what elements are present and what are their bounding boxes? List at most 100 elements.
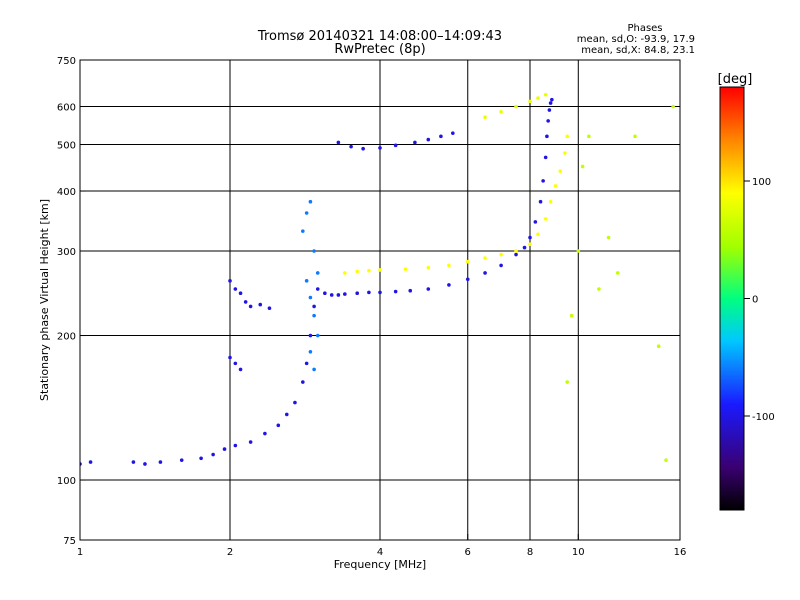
data-point [312, 313, 316, 318]
data-point [349, 144, 353, 149]
data-point [499, 252, 503, 257]
data-point [343, 292, 347, 296]
data-point [528, 242, 532, 246]
x-tick-label: 6 [465, 547, 471, 558]
data-point [238, 291, 243, 296]
y-axis-label: Stationary phase Virtual Height [km] [38, 199, 51, 401]
chart-title: Tromsø 20140321 14:08:00–14:09:43 [257, 29, 502, 44]
data-point [499, 263, 503, 268]
data-point [312, 249, 316, 253]
data-point [199, 456, 203, 461]
data-point [671, 104, 675, 109]
data-point [548, 101, 553, 105]
phases-header: Phases [627, 23, 662, 34]
data-point [304, 211, 309, 215]
data-point [547, 108, 552, 112]
data-point [541, 179, 545, 183]
colorbar-tick-label: -100 [752, 412, 775, 423]
data-point [528, 235, 532, 240]
data-point [576, 249, 581, 253]
data-point [543, 92, 548, 97]
y-tick-label: 500 [57, 141, 76, 152]
data-point [304, 361, 309, 366]
data-point [483, 115, 487, 120]
data-point [367, 290, 371, 295]
data-point [304, 279, 309, 283]
data-point [378, 146, 382, 150]
y-tick-label: 400 [57, 187, 76, 198]
data-point [536, 232, 540, 237]
data-point [308, 295, 313, 300]
data-point [483, 256, 487, 260]
data-point [233, 443, 238, 448]
data-point [499, 109, 503, 114]
data-point [546, 119, 550, 123]
data-point [426, 265, 431, 270]
data-point [536, 96, 540, 100]
data-point [315, 333, 320, 338]
data-point [88, 460, 93, 464]
data-point [413, 140, 417, 145]
colorbar [719, 86, 745, 511]
data-point [587, 134, 591, 139]
data-point [465, 259, 470, 264]
x-axis-label: Frequency [MHz] [334, 558, 426, 571]
x-tick-label: 10 [572, 547, 585, 558]
data-point [522, 245, 527, 250]
data-point [267, 306, 272, 311]
y-tick-label: 600 [57, 103, 76, 114]
x-tick-label: 2 [227, 547, 233, 558]
phase-stat-x: mean, sd,X: 84.8, 23.1 [581, 45, 695, 56]
data-point [315, 271, 320, 275]
data-point [656, 344, 661, 349]
data-point [131, 460, 136, 464]
data-point [284, 412, 289, 417]
data-point [228, 279, 232, 283]
data-point [243, 300, 248, 304]
data-point [553, 184, 558, 188]
data-point [447, 263, 451, 268]
data-points [80, 92, 675, 466]
data-point [633, 134, 637, 139]
data-point [543, 217, 548, 221]
data-point [378, 290, 382, 295]
data-point [211, 452, 215, 457]
data-point [301, 229, 305, 233]
data-point [393, 143, 398, 148]
data-point [569, 313, 574, 318]
data-point [451, 131, 455, 135]
data-point [276, 423, 281, 428]
chart-subtitle: RwPretec (8p) [334, 42, 425, 57]
data-point [514, 249, 518, 253]
y-tick-label: 300 [57, 247, 76, 258]
colorbar-tick-label: 0 [752, 295, 758, 306]
x-tick-label: 1 [77, 547, 83, 558]
x-tick-label: 8 [527, 547, 533, 558]
data-point [228, 355, 232, 360]
data-point [158, 460, 163, 464]
y-tick-label: 100 [57, 476, 76, 487]
data-point [563, 151, 567, 155]
data-point [222, 447, 227, 451]
grid-lines [80, 60, 680, 540]
data-point [543, 155, 548, 160]
data-point [293, 400, 297, 405]
data-point [545, 134, 549, 139]
x-tick-label: 4 [377, 547, 383, 558]
colorbar-label: [deg] [718, 72, 753, 87]
data-point [426, 287, 431, 291]
data-point [548, 199, 553, 204]
y-tick-label: 750 [57, 56, 76, 67]
data-point [403, 267, 408, 271]
data-point [378, 268, 382, 272]
data-point [248, 440, 253, 444]
data-point [533, 220, 538, 224]
data-point [263, 431, 267, 436]
data-point [258, 302, 263, 307]
data-point [528, 99, 532, 104]
data-point [408, 288, 413, 293]
data-point [565, 134, 569, 139]
y-tick-label: 200 [57, 332, 76, 343]
data-point [301, 380, 305, 384]
